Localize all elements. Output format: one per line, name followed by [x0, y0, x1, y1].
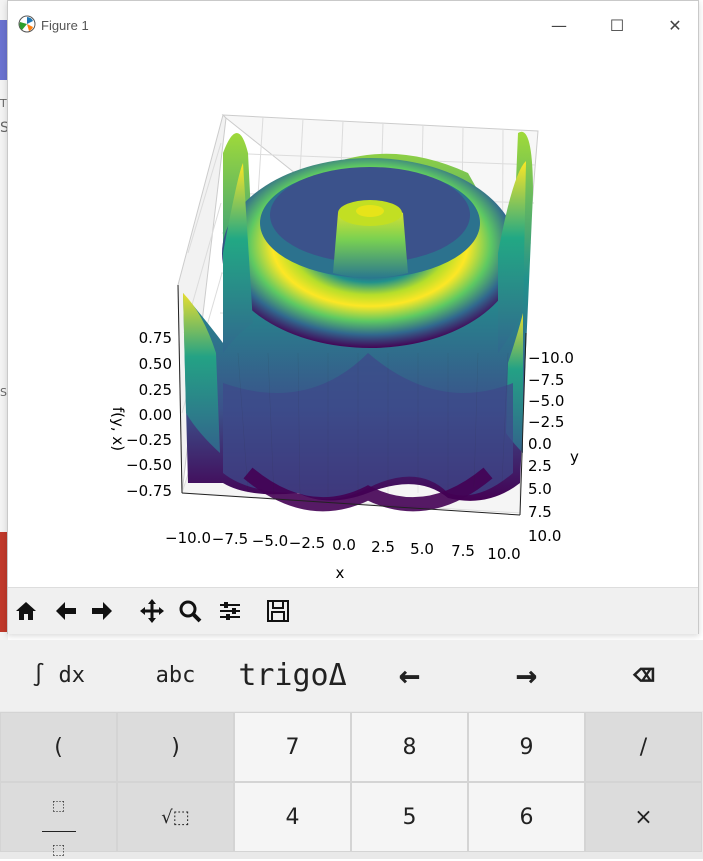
pan-icon[interactable] — [138, 597, 166, 625]
digit-9-key[interactable]: 9 — [468, 712, 585, 782]
digit-4-key[interactable]: 4 — [234, 782, 351, 852]
keyboard-top-row: ∫ dx abc trigoΔ ← → ⌫ — [0, 640, 703, 711]
sqrt-key[interactable]: √⬚ — [117, 782, 234, 852]
x-tick-label: 10.0 — [487, 545, 520, 563]
title-bar: Figure 1 — ☐ ✕ — [8, 1, 698, 53]
z-tick-label: 0.75 — [139, 329, 172, 347]
x-tick-label: −5.0 — [252, 532, 288, 550]
left-arrow-key[interactable]: ← — [398, 655, 421, 696]
zoom-icon[interactable] — [176, 597, 204, 625]
z-tick-label: −0.25 — [126, 431, 172, 449]
trigo-tab[interactable]: trigoΔ — [238, 658, 347, 693]
minimize-button[interactable]: — — [551, 16, 567, 35]
divide-key[interactable]: / — [585, 712, 702, 782]
matplotlib-logo-icon — [18, 15, 36, 33]
background-red-strip — [0, 532, 8, 632]
x-tick-label: 2.5 — [371, 538, 395, 556]
x-axis: −10.0 −7.5 −5.0 −2.5 0.0 2.5 5.0 7.5 10.… — [165, 529, 521, 582]
fraction-key[interactable]: ⬚ ⬚ — [0, 782, 117, 858]
y-tick-label: 0.0 — [528, 435, 552, 453]
backspace-key[interactable]: ⌫ — [632, 655, 655, 696]
axes-lines — [177, 284, 527, 516]
surface-plot — [183, 131, 533, 512]
figure-window: Figure 1 — ☐ ✕ — [7, 0, 699, 634]
z-tick-label: −0.75 — [126, 482, 172, 500]
plot-area[interactable]: 0.75 0.50 0.25 0.00 −0.25 −0.50 −0.75 f(… — [8, 53, 698, 586]
x-tick-label: −2.5 — [289, 534, 325, 552]
background-blue-strip — [0, 20, 8, 80]
configure-icon[interactable] — [216, 597, 244, 625]
z-axis: 0.75 0.50 0.25 0.00 −0.25 −0.50 −0.75 f(… — [109, 329, 172, 500]
y-tick-label: −10.0 — [528, 349, 574, 367]
z-tick-label: 0.25 — [139, 381, 172, 399]
forward-arrow-icon[interactable] — [88, 597, 116, 625]
x-tick-label: −7.5 — [212, 530, 248, 548]
digit-6-key[interactable]: 6 — [468, 782, 585, 852]
z-tick-label: −0.50 — [126, 456, 172, 474]
z-axis-label: f(y, x) — [109, 407, 127, 451]
y-axis-label: y — [570, 448, 579, 466]
x-axis-label: x — [336, 564, 345, 582]
navigation-toolbar — [8, 587, 698, 634]
x-tick-label: 0.0 — [332, 536, 356, 554]
y-tick-label: 7.5 — [528, 503, 552, 521]
window-title: Figure 1 — [41, 18, 89, 33]
open-paren-key[interactable]: ( — [0, 712, 117, 782]
math-keyboard: ∫ dx abc trigoΔ ← → ⌫ ( ) 7 8 9 / ⬚ ⬚ √⬚… — [0, 640, 703, 859]
y-tick-label: 5.0 — [528, 480, 552, 498]
abc-tab[interactable]: abc — [155, 663, 196, 688]
multiply-key[interactable]: × — [585, 782, 702, 852]
x-tick-label: 7.5 — [451, 542, 475, 560]
fraction-denominator-placeholder: ⬚ — [51, 842, 66, 858]
digit-8-key[interactable]: 8 — [351, 712, 468, 782]
digit-5-key[interactable]: 5 — [351, 782, 468, 852]
z-tick-label: 0.50 — [139, 355, 172, 373]
home-icon[interactable] — [12, 597, 40, 625]
y-tick-label: −2.5 — [528, 413, 564, 431]
fraction-numerator-placeholder: ⬚ — [51, 798, 66, 814]
y-tick-label: 2.5 — [528, 457, 552, 475]
fraction-bar — [41, 831, 76, 832]
x-tick-label: −10.0 — [165, 529, 211, 547]
maximize-button[interactable]: ☐ — [609, 16, 625, 35]
z-tick-label: 0.00 — [139, 406, 172, 424]
background-text: S — [0, 120, 9, 136]
background-window-edge — [0, 0, 8, 640]
background-text: T — [0, 97, 7, 110]
close-button[interactable]: ✕ — [668, 16, 682, 35]
background-text: S — [0, 386, 7, 399]
save-icon[interactable] — [264, 597, 292, 625]
integral-tab[interactable]: ∫ dx — [32, 663, 85, 688]
close-paren-key[interactable]: ) — [117, 712, 234, 782]
right-arrow-key[interactable]: → — [515, 655, 538, 696]
y-tick-label: 10.0 — [528, 527, 561, 545]
y-axis: −10.0 −7.5 −5.0 −2.5 0.0 2.5 5.0 7.5 10.… — [528, 349, 579, 545]
x-tick-label: 5.0 — [410, 540, 434, 558]
digit-7-key[interactable]: 7 — [234, 712, 351, 782]
y-tick-label: −7.5 — [528, 371, 564, 389]
y-tick-label: −5.0 — [528, 392, 564, 410]
back-arrow-icon[interactable] — [52, 597, 80, 625]
